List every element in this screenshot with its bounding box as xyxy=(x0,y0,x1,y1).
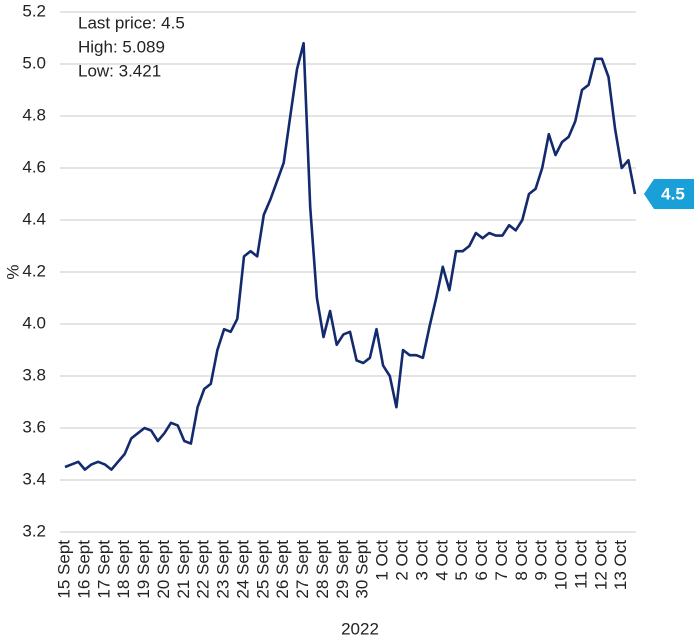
x-tick-label: 13 Oct xyxy=(611,540,630,590)
x-tick-label: 26 Sept xyxy=(273,540,292,599)
annotation: Last price: 4.5 xyxy=(78,13,185,32)
y-tick-label: 4.6 xyxy=(22,157,46,176)
x-tick-label: 3 Oct xyxy=(412,540,431,581)
y-tick-label: 3.6 xyxy=(22,417,46,436)
x-tick-label: 8 Oct xyxy=(512,540,531,581)
x-tick-label: 12 Oct xyxy=(591,540,610,590)
y-tick-label: 3.2 xyxy=(22,521,46,540)
x-tick-label: 18 Sept xyxy=(114,540,133,599)
x-tick-label: 5 Oct xyxy=(452,540,471,581)
x-tick-label: 29 Sept xyxy=(333,540,352,599)
last-price-label: 4.5 xyxy=(661,184,685,203)
x-axis-label: 2022 xyxy=(341,619,379,638)
x-tick-label: 20 Sept xyxy=(154,540,173,599)
x-tick-label: 28 Sept xyxy=(313,540,332,599)
y-tick-label: 4.0 xyxy=(22,313,46,332)
y-tick-label: 5.0 xyxy=(22,53,46,72)
x-tick-label: 9 Oct xyxy=(532,540,551,581)
x-tick-label: 11 Oct xyxy=(571,540,590,589)
annotation: Low: 3.421 xyxy=(78,61,161,80)
x-tick-label: 6 Oct xyxy=(472,540,491,581)
x-tick-label: 22 Sept xyxy=(194,540,213,599)
x-tick-label: 4 Oct xyxy=(432,540,451,581)
x-tick-label: 17 Sept xyxy=(94,540,113,599)
x-tick-label: 24 Sept xyxy=(233,540,252,599)
price-line xyxy=(64,41,637,471)
x-tick-label: 23 Sept xyxy=(214,540,233,599)
x-tick-label: 16 Sept xyxy=(74,540,93,599)
last-price-tag xyxy=(644,179,694,209)
y-tick-label: 4.2 xyxy=(22,261,46,280)
x-tick-label: 30 Sept xyxy=(353,540,372,599)
y-tick-label: 5.2 xyxy=(22,1,46,20)
x-tick-label: 10 Oct xyxy=(552,540,571,590)
x-tick-label: 25 Sept xyxy=(253,540,272,599)
x-tick-label: 7 Oct xyxy=(492,540,511,581)
x-tick-label: 19 Sept xyxy=(134,540,153,599)
x-tick-label: 21 Sept xyxy=(174,540,193,599)
y-tick-label: 3.8 xyxy=(22,365,46,384)
y-axis-label: % xyxy=(3,264,22,279)
y-tick-label: 4.4 xyxy=(22,209,46,228)
x-tick-label: 27 Sept xyxy=(293,540,312,599)
x-tick-label: 15 Sept xyxy=(54,540,73,599)
y-tick-label: 3.4 xyxy=(22,469,46,488)
annotation: High: 5.089 xyxy=(78,37,165,56)
y-tick-label: 4.8 xyxy=(22,105,46,124)
x-tick-label: 1 Oct xyxy=(373,540,392,581)
x-tick-label: 2 Oct xyxy=(393,540,412,581)
